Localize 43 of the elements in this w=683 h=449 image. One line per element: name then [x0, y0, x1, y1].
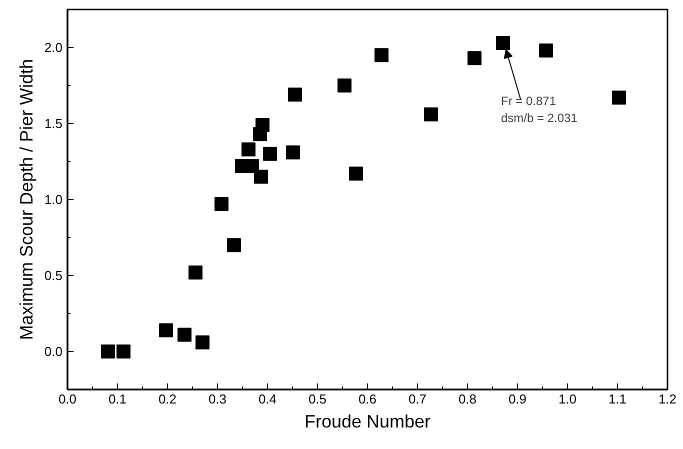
point: [196, 335, 210, 350]
x-tick-label: 1.2: [658, 392, 677, 406]
point: [227, 238, 241, 252]
x-tick-label: 0.9: [508, 392, 527, 406]
y-tick-label: 1.0: [44, 192, 63, 207]
x-tick-label: 0.0: [58, 392, 77, 406]
x-tick-label: 0.2: [158, 392, 177, 406]
point: [349, 166, 363, 181]
point: [539, 44, 553, 58]
x-tick-label: 0.4: [258, 392, 277, 406]
point: [256, 118, 270, 132]
point: [188, 265, 202, 280]
x-tick-label: 0.3: [208, 392, 227, 406]
y-tick-label: 0.0: [44, 344, 63, 359]
point: [424, 107, 438, 122]
point: [612, 90, 626, 105]
point: [178, 328, 192, 342]
x-tick-label: 1.1: [608, 392, 627, 406]
x-tick-label: 0.7: [408, 392, 427, 406]
point: [288, 88, 302, 102]
x-tick-label: 0.8: [458, 392, 477, 406]
point: [116, 344, 130, 358]
point: [242, 142, 256, 156]
point: [286, 145, 300, 160]
point: [338, 78, 352, 92]
y-tick-label: 1.5: [44, 116, 63, 131]
y-tick-label: 2.0: [44, 40, 63, 55]
point: [214, 197, 228, 212]
point: [263, 146, 277, 161]
y-tick-label: 0.5: [44, 268, 63, 283]
point: [159, 323, 173, 338]
x-axis-title: Froude Number: [304, 412, 431, 432]
x-tick-label: 1.0: [558, 392, 577, 406]
point: [254, 170, 268, 184]
x-tick-label: 0.1: [108, 392, 127, 406]
point: [496, 36, 510, 50]
y-axis-title: Maximum Scour Depth / Pier Width: [16, 58, 36, 340]
point: [374, 48, 388, 62]
x-tick-label: 0.6: [358, 392, 377, 406]
point: [101, 344, 115, 358]
x-tick-label: 0.5: [308, 392, 327, 406]
point: [468, 51, 482, 66]
annotation: Fr = 0.871 dsm/b = 2.031: [501, 94, 578, 125]
